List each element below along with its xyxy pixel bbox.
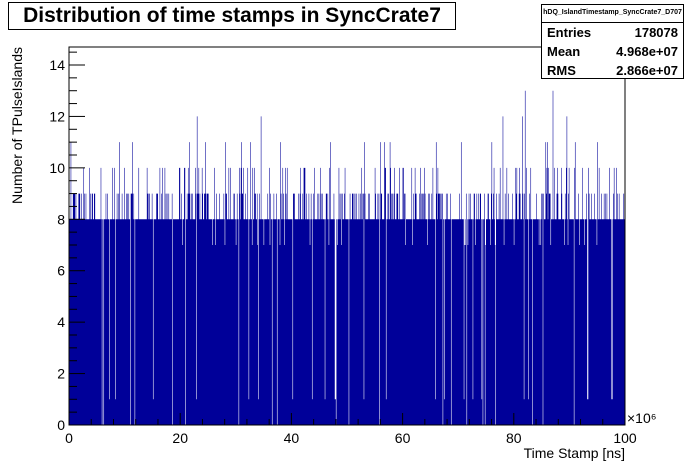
y-tick-label: 8 — [57, 211, 65, 227]
y-tick-label: 4 — [57, 314, 65, 330]
chart-title: Distribution of time stamps in SyncCrate… — [23, 4, 441, 27]
y-tick-label: 14 — [49, 57, 65, 73]
x-tick-label: 20 — [172, 430, 188, 446]
histogram-fill — [69, 90, 625, 426]
stats-mean-row: Mean 4.968e+07 — [542, 42, 683, 61]
stats-mean-label: Mean — [547, 44, 581, 59]
y-tick-label: 10 — [49, 160, 65, 176]
stats-histogram-name: hDQ_IslandTimestamp_SyncCrate7_D707 — [542, 5, 683, 23]
y-tick-label: 2 — [57, 366, 65, 382]
y-tick-label: 12 — [49, 108, 65, 124]
x-axis-title: Time Stamp [ns] — [524, 445, 625, 461]
stats-entries-label: Entries — [547, 25, 592, 40]
stats-rms-value: 2.866e+07 — [616, 63, 678, 78]
stats-rms-label: RMS — [547, 63, 576, 78]
x-tick-label: 100 — [613, 430, 637, 446]
y-tick-label: 0 — [57, 417, 65, 433]
stats-box: hDQ_IslandTimestamp_SyncCrate7_D707 Entr… — [541, 4, 684, 79]
histogram-bars — [69, 90, 625, 426]
x-multiplier-label: ×10⁶ — [627, 410, 657, 426]
y-axis-title: Number of TPulseIslands — [9, 47, 25, 204]
x-tick-label: 0 — [65, 430, 73, 446]
x-tick-label: 40 — [284, 430, 300, 446]
axes: 0 20 40 60 80 100 0 2 4 6 8 10 12 14 ×10⁶ Time Stamp [n… — [9, 46, 657, 461]
plot-frame — [68, 46, 626, 426]
stats-mean-value: 4.968e+07 — [616, 44, 678, 59]
chart-title-box: Distribution of time stamps in SyncCrate… — [8, 2, 456, 30]
stats-entries-value: 178078 — [634, 25, 678, 40]
x-tick-label: 80 — [506, 430, 522, 446]
x-tick-label: 60 — [395, 430, 411, 446]
stats-entries-row: Entries 178078 — [542, 23, 683, 42]
stats-rms-row: RMS 2.866e+07 — [542, 61, 683, 80]
y-tick-label: 6 — [57, 263, 65, 279]
